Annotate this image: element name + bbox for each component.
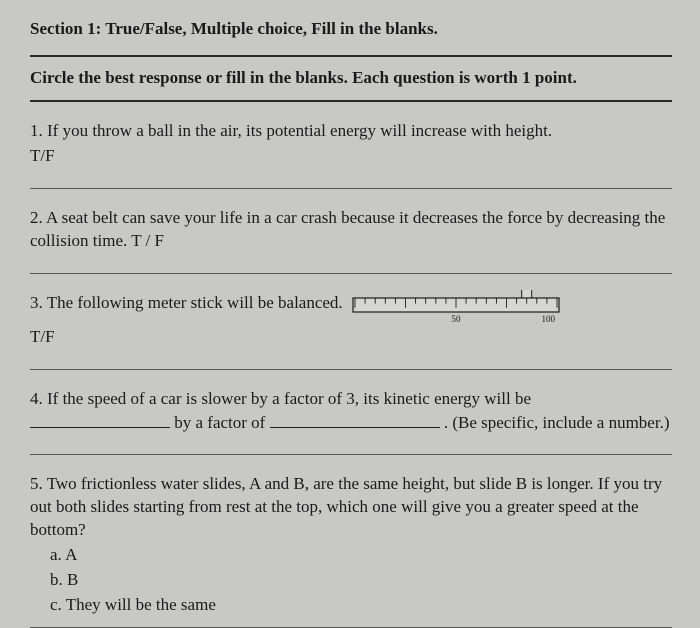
q4-mid: by a factor of	[174, 413, 269, 432]
question-1: 1. If you throw a ball in the air, its p…	[30, 120, 672, 168]
divider-1	[30, 188, 672, 189]
instructions: Circle the best response or fill in the …	[30, 67, 672, 90]
question-5: 5. Two frictionless water slides, A and …	[30, 473, 672, 617]
q5-option-b[interactable]: b. B	[50, 569, 672, 592]
q3-tf[interactable]: T/F	[30, 326, 672, 349]
q5-options: a. A b. B c. They will be the same	[50, 544, 672, 617]
section-title: Section 1: True/False, Multiple choice, …	[30, 18, 672, 41]
question-4[interactable]: 4. If the speed of a car is slower by a …	[30, 388, 672, 435]
q1-tf[interactable]: T/F	[30, 145, 672, 168]
question-2: 2. A seat belt can save your life in a c…	[30, 207, 672, 253]
q4-blank-2[interactable]	[270, 411, 440, 428]
q4-pre: 4. If the speed of a car is slower by a …	[30, 389, 531, 408]
q2-text[interactable]: 2. A seat belt can save your life in a c…	[30, 207, 672, 253]
divider-2	[30, 273, 672, 274]
divider-3	[30, 369, 672, 370]
section-rule	[30, 55, 672, 57]
q1-text: 1. If you throw a ball in the air, its p…	[30, 120, 672, 143]
question-3: 3. The following meter stick will be bal…	[30, 292, 672, 349]
divider-4	[30, 454, 672, 455]
q5-text: 5. Two frictionless water slides, A and …	[30, 473, 672, 542]
svg-text:100: 100	[541, 314, 555, 324]
q3-text: 3. The following meter stick will be bal…	[30, 292, 343, 315]
q5-option-a[interactable]: a. A	[50, 544, 672, 567]
svg-text:50: 50	[451, 314, 461, 324]
meter-stick-icon: 50 100	[351, 290, 561, 326]
q5-option-c[interactable]: c. They will be the same	[50, 594, 672, 617]
q4-blank-1[interactable]	[30, 411, 170, 428]
q4-post: . (Be specific, include a number.)	[444, 413, 670, 432]
instructions-rule	[30, 100, 672, 102]
